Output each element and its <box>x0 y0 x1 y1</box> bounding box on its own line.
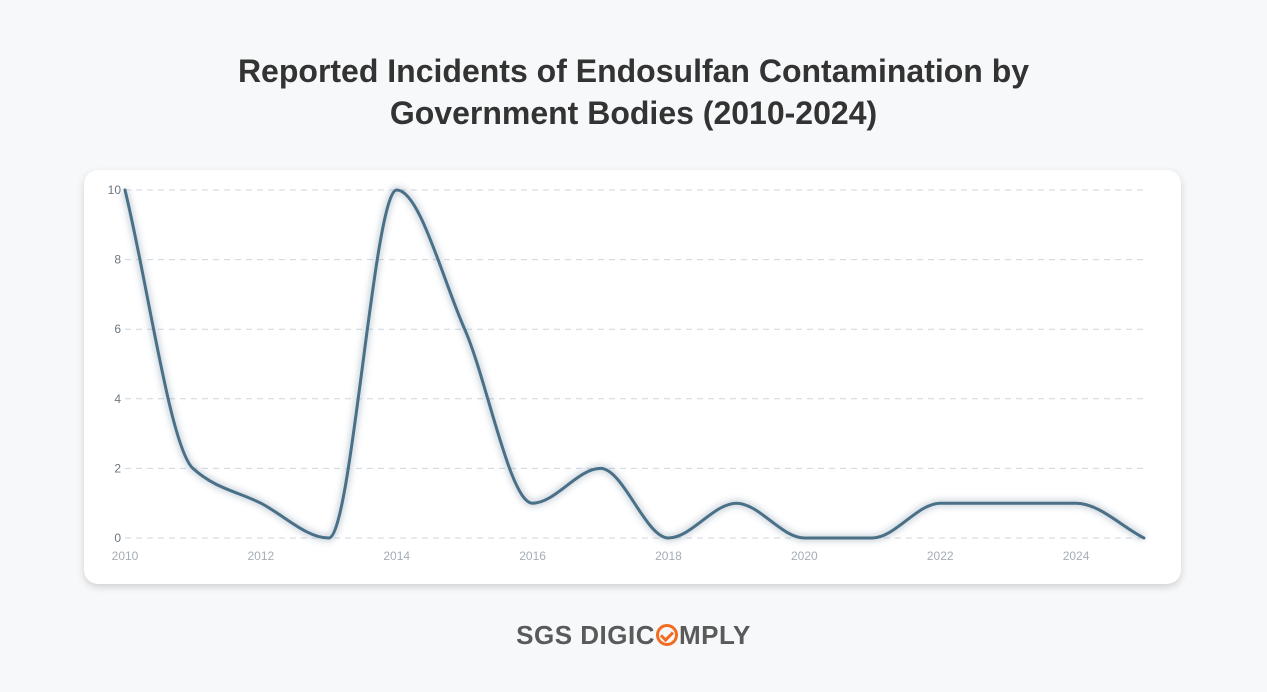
chart-title: Reported Incidents of Endosulfan Contami… <box>0 50 1267 134</box>
series-line-0 <box>123 188 1146 540</box>
axis-tick-labels: 0 2 4 6 8 10 2010 2012 2014 2016 2018 2020 2022 2024 <box>108 183 1090 563</box>
series-layer <box>121 185 1146 543</box>
x-tick-label-2020: 2020 <box>791 549 818 563</box>
y-tick-label-10: 10 <box>108 183 122 197</box>
x-tick-label-2012: 2012 <box>248 549 275 563</box>
x-tick-label-2024: 2024 <box>1063 549 1090 563</box>
sgs-digicomply-logo: SGS DIGIC MPLY <box>0 620 1267 651</box>
logo-text-part-1: SGS DIGIC <box>516 620 655 650</box>
x-tick-label-2010: 2010 <box>112 549 139 563</box>
y-tick-label-2: 2 <box>114 461 121 475</box>
y-tick-label-4: 4 <box>114 392 121 406</box>
checkmark-circle-icon <box>656 624 678 646</box>
logo-text-part-2: MPLY <box>679 620 751 650</box>
x-tick-label-2018: 2018 <box>655 549 682 563</box>
chart-card: 0 2 4 6 8 10 2010 2012 2014 2016 2018 2020 2022 2024 <box>84 170 1181 584</box>
x-tick-label-2022: 2022 <box>927 549 954 563</box>
y-tick-label-8: 8 <box>114 253 121 267</box>
y-tick-label-6: 6 <box>114 322 121 336</box>
chart-title-line-2: Government Bodies (2010-2024) <box>389 95 878 131</box>
series-line-glow-0 <box>121 185 1146 543</box>
y-tick-label-0: 0 <box>114 531 121 545</box>
chart-title-line-1: Reported Incidents of Endosulfan Contami… <box>237 53 1030 89</box>
line-chart: 0 2 4 6 8 10 2010 2012 2014 2016 2018 2020 2022 2024 <box>108 183 1146 563</box>
grid-lines <box>125 189 1144 539</box>
x-tick-label-2016: 2016 <box>519 549 546 563</box>
x-tick-label-2014: 2014 <box>383 549 410 563</box>
